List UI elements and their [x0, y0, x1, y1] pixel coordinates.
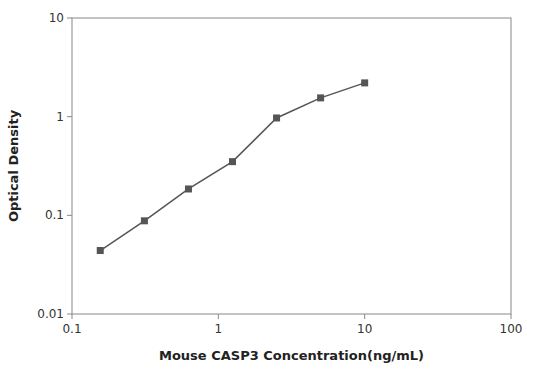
- y-tick-label: 0.01: [37, 307, 64, 321]
- x-axis-label: Mouse CASP3 Concentration(ng/mL): [159, 348, 424, 363]
- marker: [273, 114, 280, 121]
- chart: 0.11101000.010.1110Mouse CASP3 Concentra…: [0, 0, 533, 372]
- marker: [317, 94, 324, 101]
- y-tick: [67, 215, 72, 216]
- y-tick-label: 10: [49, 11, 64, 25]
- marker: [141, 217, 148, 224]
- y-axis-label: Optical Density: [6, 109, 21, 222]
- x-tick-label: 100: [500, 322, 523, 336]
- x-tick: [72, 314, 73, 319]
- x-tick: [511, 314, 512, 319]
- x-tick: [218, 314, 219, 319]
- marker: [229, 158, 236, 165]
- y-tick: [67, 116, 72, 117]
- y-tick-label: 1: [56, 110, 64, 124]
- marker: [185, 185, 192, 192]
- plot-frame: [72, 18, 511, 314]
- line: [100, 83, 364, 251]
- x-tick-label: 1: [215, 322, 223, 336]
- x-tick-label: 0.1: [62, 322, 81, 336]
- marker: [361, 79, 368, 86]
- y-tick: [67, 18, 72, 19]
- x-tick: [364, 314, 365, 319]
- y-tick: [67, 314, 72, 315]
- x-tick-label: 10: [357, 322, 372, 336]
- marker: [97, 247, 104, 254]
- y-tick-label: 0.1: [45, 208, 64, 222]
- plot-area: [97, 79, 368, 254]
